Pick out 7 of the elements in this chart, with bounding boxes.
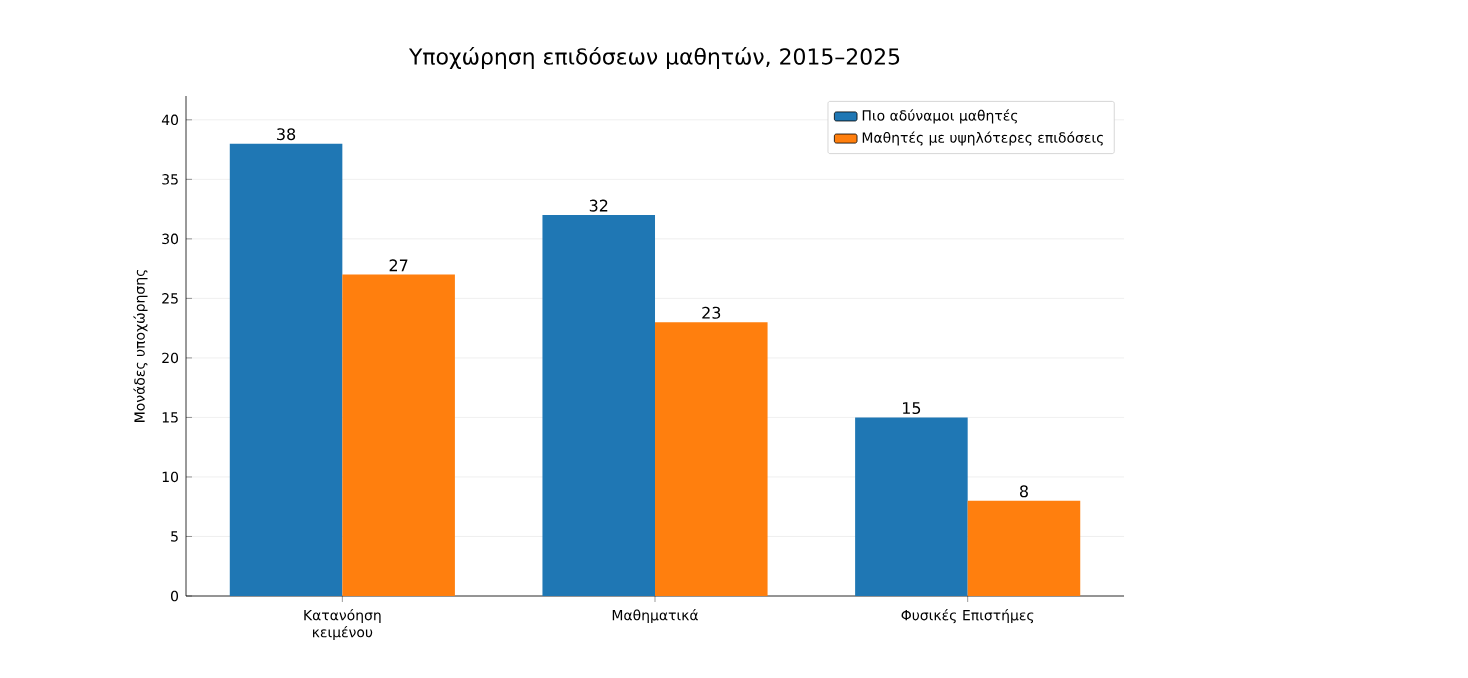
chart-title: Υποχώρηση επιδόσεων μαθητών, 2015–2025 xyxy=(408,46,900,69)
bar xyxy=(855,417,968,596)
bar xyxy=(542,215,656,596)
bar xyxy=(967,500,1081,596)
bar xyxy=(655,322,768,596)
bar xyxy=(229,143,343,596)
bar xyxy=(342,274,455,596)
